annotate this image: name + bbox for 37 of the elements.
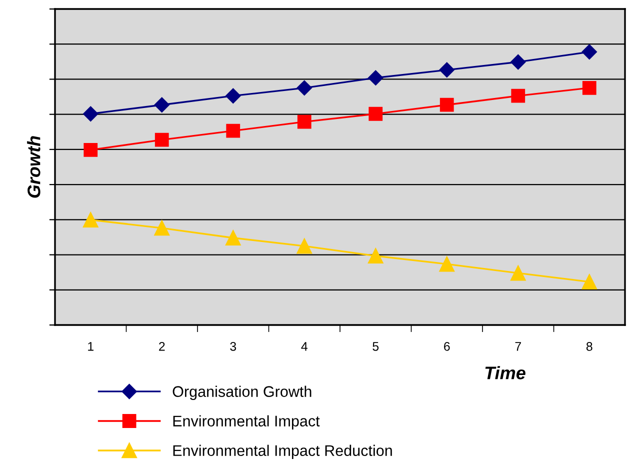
x-tick-label: 1 xyxy=(88,342,94,351)
point xyxy=(368,106,383,121)
point xyxy=(296,238,312,254)
point xyxy=(368,248,384,264)
point xyxy=(582,80,596,95)
point xyxy=(440,98,454,112)
point xyxy=(511,88,526,103)
x-tick-label: 2 xyxy=(159,342,165,351)
x-tick-label: 4 xyxy=(301,342,308,351)
point xyxy=(582,44,597,60)
point xyxy=(154,132,169,147)
legend-label: Environmental Impact Reduction xyxy=(173,444,392,460)
point xyxy=(154,220,170,236)
x-tick-label: 6 xyxy=(444,342,450,351)
x-axis-title: Time xyxy=(485,366,526,380)
point xyxy=(226,124,240,138)
point xyxy=(368,70,384,86)
point xyxy=(297,114,312,129)
point xyxy=(296,80,312,96)
y-axis-title: Growth xyxy=(27,136,40,198)
point xyxy=(439,256,455,272)
point xyxy=(439,62,454,78)
point xyxy=(84,142,98,157)
point xyxy=(82,212,98,228)
point xyxy=(510,265,526,281)
x-tick-label: 5 xyxy=(372,342,379,351)
legend-label: Organisation Growth xyxy=(172,386,312,400)
x-tick-label: 7 xyxy=(515,342,521,351)
point xyxy=(225,230,241,246)
x-tick-label: 3 xyxy=(230,342,236,351)
point xyxy=(154,97,170,112)
point xyxy=(510,54,526,70)
legend-label: Environmental Impact xyxy=(173,415,320,430)
point xyxy=(83,106,98,122)
point xyxy=(582,274,598,290)
point xyxy=(226,88,241,104)
x-tick-label: 8 xyxy=(586,342,592,351)
